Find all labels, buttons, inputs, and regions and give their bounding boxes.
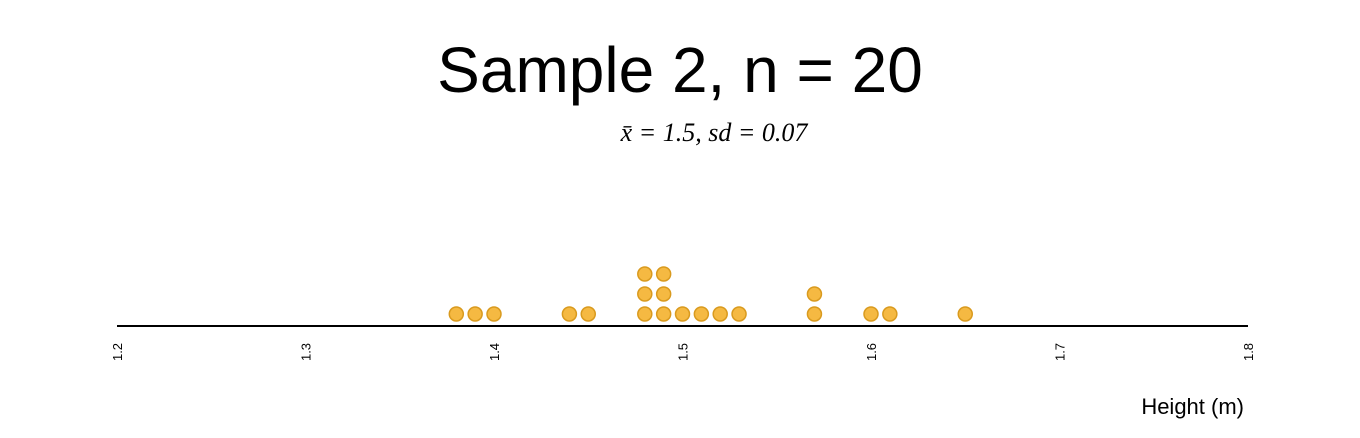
data-point (580, 306, 596, 322)
chart-title: Sample 2, n = 20 (437, 34, 923, 106)
data-point (674, 306, 691, 322)
data-point (561, 306, 578, 322)
data-point (655, 266, 672, 282)
data-point (637, 286, 653, 302)
x-tick-label: 1.2 (110, 343, 125, 361)
data-point (806, 286, 823, 302)
x-tick-label: 1.4 (487, 343, 502, 361)
data-point (655, 286, 672, 302)
x-tick-label: 1.7 (1053, 343, 1068, 361)
x-tick-label: 1.3 (299, 343, 314, 361)
chart-subtitle: x̄ = 1.5, sd = 0.07 (620, 118, 808, 147)
data-point (863, 306, 879, 322)
data-point (712, 306, 728, 322)
x-tick-label: 1.8 (1241, 343, 1256, 361)
data-point (806, 306, 823, 322)
data-point (655, 306, 672, 322)
data-point (637, 306, 653, 322)
data-point (486, 306, 502, 322)
data-point (731, 306, 747, 322)
x-axis-ticks: 1.2 1.3 1.4 1.5 1.6 1.7 1.8 (110, 343, 1256, 361)
x-axis-label: Height (m) (1141, 394, 1244, 419)
x-tick-label: 1.5 (676, 343, 691, 361)
data-point (467, 306, 483, 322)
data-point (882, 306, 898, 322)
data-point (693, 306, 710, 322)
data-point (448, 306, 465, 322)
data-point (637, 266, 653, 282)
data-point (957, 306, 973, 322)
dot-series (448, 266, 973, 322)
x-tick-label: 1.6 (864, 343, 879, 361)
